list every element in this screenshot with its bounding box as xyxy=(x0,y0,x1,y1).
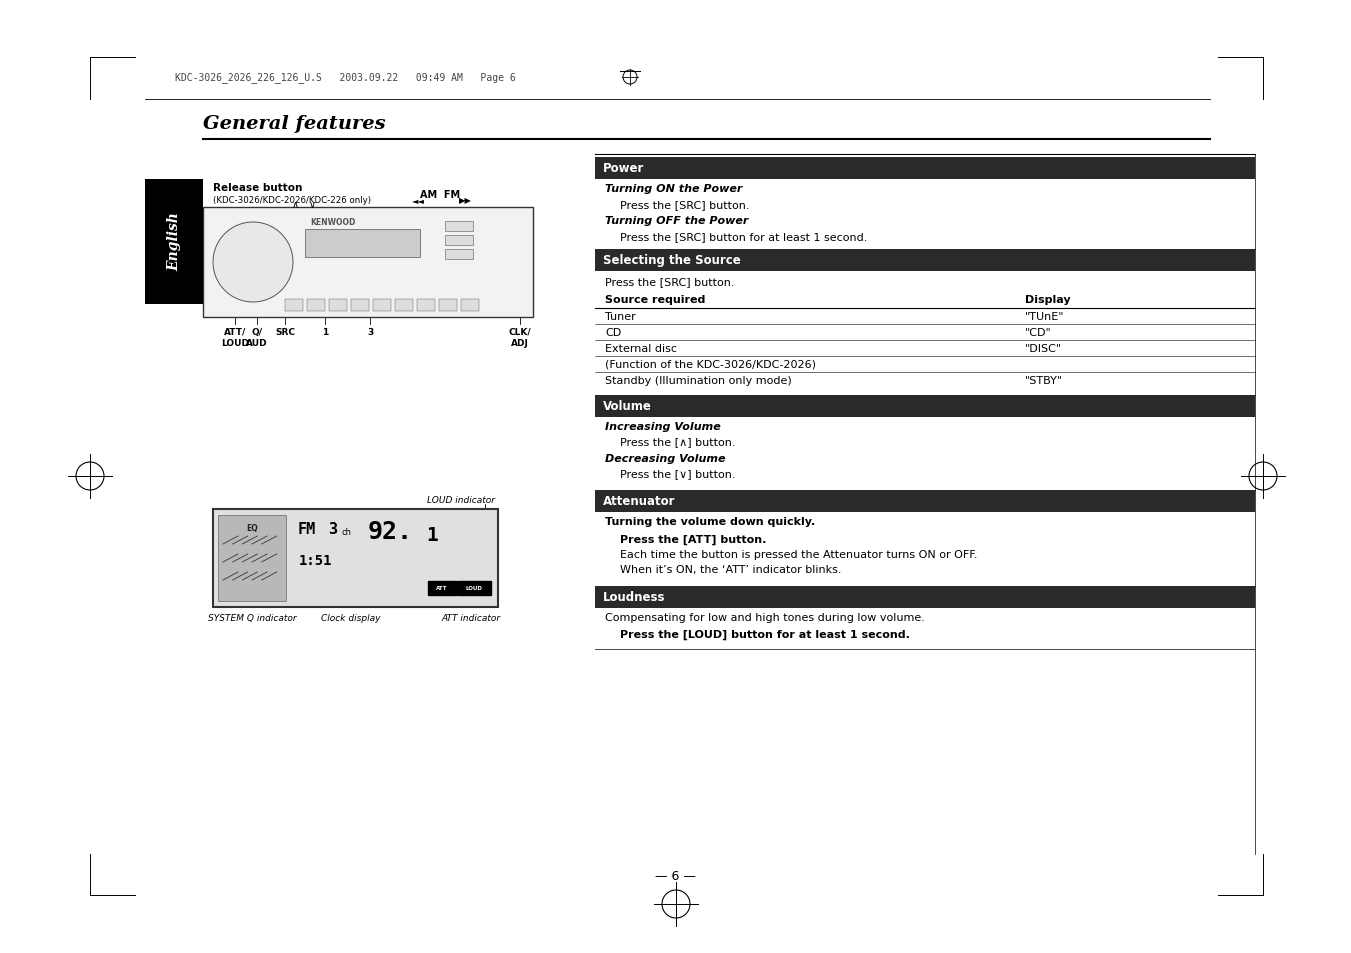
Bar xyxy=(218,516,286,601)
Bar xyxy=(394,299,413,312)
Text: Turning OFF the Power: Turning OFF the Power xyxy=(605,215,748,226)
Bar xyxy=(307,299,326,312)
Text: Attenuator: Attenuator xyxy=(603,495,676,508)
Text: AM  FM: AM FM xyxy=(420,190,461,200)
Text: Press the [SRC] button.: Press the [SRC] button. xyxy=(605,276,735,287)
Bar xyxy=(330,299,347,312)
Text: Each time the button is pressed the Attenuator turns ON or OFF.: Each time the button is pressed the Atte… xyxy=(620,550,978,559)
Text: ATT/
LOUD: ATT/ LOUD xyxy=(222,328,249,348)
Text: Release button: Release button xyxy=(213,183,303,193)
Text: Tuner: Tuner xyxy=(605,312,636,322)
Bar xyxy=(594,158,1255,180)
Text: English: English xyxy=(168,213,181,272)
Text: External disc: External disc xyxy=(605,344,677,354)
Bar xyxy=(351,299,369,312)
Bar xyxy=(439,299,457,312)
Text: ch: ch xyxy=(340,527,351,537)
Text: ∧: ∧ xyxy=(292,200,299,210)
Text: General features: General features xyxy=(203,115,385,132)
Text: CLK/
ADJ: CLK/ ADJ xyxy=(509,328,531,348)
Bar xyxy=(428,581,457,596)
Text: Turning ON the Power: Turning ON the Power xyxy=(605,184,743,193)
Text: CD: CD xyxy=(605,328,621,337)
Text: "CD": "CD" xyxy=(1025,328,1051,337)
Text: When it’s ON, the ‘ATT’ indicator blinks.: When it’s ON, the ‘ATT’ indicator blinks… xyxy=(620,564,842,575)
Circle shape xyxy=(226,235,280,290)
Bar xyxy=(594,491,1255,513)
Text: 1: 1 xyxy=(426,525,438,544)
Bar xyxy=(145,180,203,305)
Text: ∨: ∨ xyxy=(308,200,316,210)
Bar xyxy=(594,250,1255,272)
Bar xyxy=(305,230,420,257)
Text: KDC-3026_2026_226_126_U.S   2003.09.22   09:49 AM   Page 6: KDC-3026_2026_226_126_U.S 2003.09.22 09:… xyxy=(176,71,516,83)
Text: LOUD indicator: LOUD indicator xyxy=(427,496,494,504)
Text: (Function of the KDC-3026/KDC-2026): (Function of the KDC-3026/KDC-2026) xyxy=(605,359,816,370)
Bar xyxy=(457,581,490,596)
Text: Press the [ATT] button.: Press the [ATT] button. xyxy=(620,535,766,545)
Bar xyxy=(285,299,303,312)
Text: — 6 —: — 6 — xyxy=(655,869,696,882)
Text: SYSTEM Q indicator: SYSTEM Q indicator xyxy=(208,614,296,622)
Text: Increasing Volume: Increasing Volume xyxy=(605,421,720,432)
Text: 3: 3 xyxy=(367,328,373,336)
Text: "DISC": "DISC" xyxy=(1025,344,1062,354)
Bar xyxy=(444,250,473,260)
Text: (KDC-3026/KDC-2026/KDC-226 only): (KDC-3026/KDC-2026/KDC-226 only) xyxy=(213,195,372,205)
Bar xyxy=(594,395,1255,417)
Text: Standby (Illumination only mode): Standby (Illumination only mode) xyxy=(605,375,792,386)
Text: Volume: Volume xyxy=(603,400,653,413)
Text: Selecting the Source: Selecting the Source xyxy=(603,254,740,267)
Text: SRC: SRC xyxy=(276,328,295,336)
Text: 92.: 92. xyxy=(367,519,413,543)
Text: Loudness: Loudness xyxy=(603,591,666,604)
Bar xyxy=(461,299,480,312)
Text: Press the [SRC] button for at least 1 second.: Press the [SRC] button for at least 1 se… xyxy=(620,232,867,242)
Text: Press the [SRC] button.: Press the [SRC] button. xyxy=(620,200,750,210)
Circle shape xyxy=(213,223,293,303)
Text: LOUD: LOUD xyxy=(466,586,482,591)
Text: ▶▶: ▶▶ xyxy=(458,195,471,205)
Text: Turning the volume down quickly.: Turning the volume down quickly. xyxy=(605,517,815,526)
Text: 1: 1 xyxy=(322,328,328,336)
Text: Press the [∨] button.: Press the [∨] button. xyxy=(620,469,735,478)
Text: ATT indicator: ATT indicator xyxy=(442,614,501,622)
Text: ◄◄: ◄◄ xyxy=(412,195,424,205)
Text: FM: FM xyxy=(299,521,316,537)
Bar xyxy=(373,299,390,312)
Text: KENWOOD: KENWOOD xyxy=(309,218,355,227)
Text: Q/
AUD: Q/ AUD xyxy=(246,328,267,348)
Text: ATT: ATT xyxy=(436,586,447,591)
Text: Compensating for low and high tones during low volume.: Compensating for low and high tones duri… xyxy=(605,613,925,622)
Text: EQ: EQ xyxy=(246,523,258,533)
Text: "TUnE": "TUnE" xyxy=(1025,312,1065,322)
Text: Decreasing Volume: Decreasing Volume xyxy=(605,454,725,463)
Text: 1:51: 1:51 xyxy=(299,554,332,567)
Text: Press the [LOUD] button for at least 1 second.: Press the [LOUD] button for at least 1 s… xyxy=(620,629,909,639)
Bar xyxy=(203,208,534,317)
Text: 3: 3 xyxy=(328,521,338,537)
Text: Press the [∧] button.: Press the [∧] button. xyxy=(620,436,735,447)
Bar xyxy=(444,222,473,232)
Text: Clock display: Clock display xyxy=(322,614,381,622)
Bar xyxy=(444,235,473,246)
Bar xyxy=(213,510,499,607)
Bar xyxy=(417,299,435,312)
Bar xyxy=(594,586,1255,608)
Circle shape xyxy=(239,249,267,276)
Text: "STBY": "STBY" xyxy=(1025,375,1063,386)
Text: Power: Power xyxy=(603,162,644,175)
Text: Display: Display xyxy=(1025,294,1070,305)
Text: Source required: Source required xyxy=(605,294,705,305)
